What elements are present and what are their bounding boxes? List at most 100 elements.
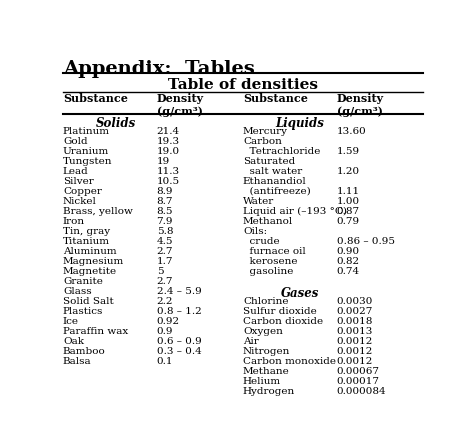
Text: Gold: Gold bbox=[63, 137, 88, 146]
Text: 0.86 – 0.95: 0.86 – 0.95 bbox=[337, 237, 394, 246]
Text: Solid Salt: Solid Salt bbox=[63, 297, 114, 306]
Text: Gases: Gases bbox=[281, 287, 319, 300]
Text: 1.59: 1.59 bbox=[337, 147, 360, 156]
Text: gasoline: gasoline bbox=[243, 267, 293, 276]
Text: Nitrogen: Nitrogen bbox=[243, 347, 290, 356]
Text: Carbon: Carbon bbox=[243, 137, 282, 146]
Text: 8.5: 8.5 bbox=[156, 207, 173, 216]
Text: 8.7: 8.7 bbox=[156, 197, 173, 206]
Text: Tungsten: Tungsten bbox=[63, 157, 112, 166]
Text: crude: crude bbox=[243, 237, 280, 246]
Text: furnace oil: furnace oil bbox=[243, 247, 306, 256]
Text: Ethanandiol: Ethanandiol bbox=[243, 177, 307, 186]
Text: 10.5: 10.5 bbox=[156, 177, 180, 186]
Text: Mercury: Mercury bbox=[243, 127, 288, 136]
Text: 2.2: 2.2 bbox=[156, 297, 173, 306]
Text: Bamboo: Bamboo bbox=[63, 347, 106, 356]
Text: 8.9: 8.9 bbox=[156, 187, 173, 196]
Text: 1.00: 1.00 bbox=[337, 197, 360, 206]
Text: Appendix:  Tables: Appendix: Tables bbox=[63, 60, 255, 78]
Text: 21.4: 21.4 bbox=[156, 127, 180, 136]
Text: Magnetite: Magnetite bbox=[63, 267, 117, 276]
Text: Table of densities: Table of densities bbox=[168, 78, 318, 92]
Text: 0.0012: 0.0012 bbox=[337, 347, 373, 356]
Text: Uranium: Uranium bbox=[63, 147, 109, 156]
Text: 0.0013: 0.0013 bbox=[337, 327, 373, 336]
Text: Iron: Iron bbox=[63, 217, 85, 226]
Text: 1.7: 1.7 bbox=[156, 257, 173, 266]
Text: 4.5: 4.5 bbox=[156, 237, 173, 246]
Text: Plastics: Plastics bbox=[63, 307, 103, 316]
Text: Tetrachloride: Tetrachloride bbox=[243, 147, 320, 156]
Text: Paraffin wax: Paraffin wax bbox=[63, 327, 128, 336]
Text: 0.0018: 0.0018 bbox=[337, 317, 373, 326]
Text: Granite: Granite bbox=[63, 277, 103, 286]
Text: 5: 5 bbox=[156, 267, 163, 276]
Text: Methane: Methane bbox=[243, 367, 290, 376]
Text: Substance: Substance bbox=[243, 93, 308, 104]
Text: Ice: Ice bbox=[63, 317, 79, 326]
Text: Magnesium: Magnesium bbox=[63, 257, 124, 266]
Text: Solids: Solids bbox=[96, 117, 137, 130]
Text: 0.74: 0.74 bbox=[337, 267, 360, 276]
Text: 5.8: 5.8 bbox=[156, 227, 173, 236]
Text: 0.79: 0.79 bbox=[337, 217, 360, 226]
Text: Oils:: Oils: bbox=[243, 227, 267, 236]
Text: 0.0012: 0.0012 bbox=[337, 337, 373, 346]
Text: 0.1: 0.1 bbox=[156, 357, 173, 366]
Text: Substance: Substance bbox=[63, 93, 128, 104]
Text: Carbon monoxide: Carbon monoxide bbox=[243, 357, 336, 366]
Text: 0.92: 0.92 bbox=[156, 317, 180, 326]
Text: Methanol: Methanol bbox=[243, 217, 293, 226]
Text: kerosene: kerosene bbox=[243, 257, 297, 266]
Text: 19.0: 19.0 bbox=[156, 147, 180, 156]
Text: Oxygen: Oxygen bbox=[243, 327, 283, 336]
Text: 13.60: 13.60 bbox=[337, 127, 366, 136]
Text: Nickel: Nickel bbox=[63, 197, 97, 206]
Text: Density
(g/cm³): Density (g/cm³) bbox=[337, 93, 384, 117]
Text: Helium: Helium bbox=[243, 377, 281, 386]
Text: Density
(g/cm³): Density (g/cm³) bbox=[156, 93, 204, 117]
Text: 0.87: 0.87 bbox=[337, 207, 360, 216]
Text: 1.11: 1.11 bbox=[337, 187, 360, 196]
Text: Carbon dioxide: Carbon dioxide bbox=[243, 317, 323, 326]
Text: 0.82: 0.82 bbox=[337, 257, 360, 266]
Text: 19: 19 bbox=[156, 157, 170, 166]
Text: 2.7: 2.7 bbox=[156, 277, 173, 286]
Text: 11.3: 11.3 bbox=[156, 167, 180, 176]
Text: 0.0027: 0.0027 bbox=[337, 307, 373, 316]
Text: 0.0012: 0.0012 bbox=[337, 357, 373, 366]
Text: Liquid air (–193 °C): Liquid air (–193 °C) bbox=[243, 207, 347, 216]
Text: 7.9: 7.9 bbox=[156, 217, 173, 226]
Text: 0.00067: 0.00067 bbox=[337, 367, 380, 376]
Text: 0.000084: 0.000084 bbox=[337, 387, 386, 396]
Text: Liquids: Liquids bbox=[275, 117, 324, 130]
Text: Chlorine: Chlorine bbox=[243, 297, 288, 306]
Text: 2.4 – 5.9: 2.4 – 5.9 bbox=[156, 287, 201, 296]
Text: Glass: Glass bbox=[63, 287, 91, 296]
Text: 0.90: 0.90 bbox=[337, 247, 360, 256]
Text: 19.3: 19.3 bbox=[156, 137, 180, 146]
Text: Brass, yellow: Brass, yellow bbox=[63, 207, 133, 216]
Text: Silver: Silver bbox=[63, 177, 94, 186]
Text: Water: Water bbox=[243, 197, 274, 206]
Text: (antifreeze): (antifreeze) bbox=[243, 187, 310, 196]
Text: 0.8 – 1.2: 0.8 – 1.2 bbox=[156, 307, 201, 316]
Text: 0.6 – 0.9: 0.6 – 0.9 bbox=[156, 337, 201, 346]
Text: 0.3 – 0.4: 0.3 – 0.4 bbox=[156, 347, 201, 356]
Text: Titanium: Titanium bbox=[63, 237, 110, 246]
Text: 0.00017: 0.00017 bbox=[337, 377, 380, 386]
Text: Oak: Oak bbox=[63, 337, 84, 346]
Text: Platinum: Platinum bbox=[63, 127, 110, 136]
Text: 0.0030: 0.0030 bbox=[337, 297, 373, 306]
Text: Lead: Lead bbox=[63, 167, 89, 176]
Text: Saturated: Saturated bbox=[243, 157, 295, 166]
Text: Air: Air bbox=[243, 337, 259, 346]
Text: salt water: salt water bbox=[243, 167, 302, 176]
Text: Tin, gray: Tin, gray bbox=[63, 227, 110, 236]
Text: 2.7: 2.7 bbox=[156, 247, 173, 256]
Text: 1.20: 1.20 bbox=[337, 167, 360, 176]
Text: Aluminum: Aluminum bbox=[63, 247, 117, 256]
Text: Hydrogen: Hydrogen bbox=[243, 387, 295, 396]
Text: Sulfur dioxide: Sulfur dioxide bbox=[243, 307, 317, 316]
